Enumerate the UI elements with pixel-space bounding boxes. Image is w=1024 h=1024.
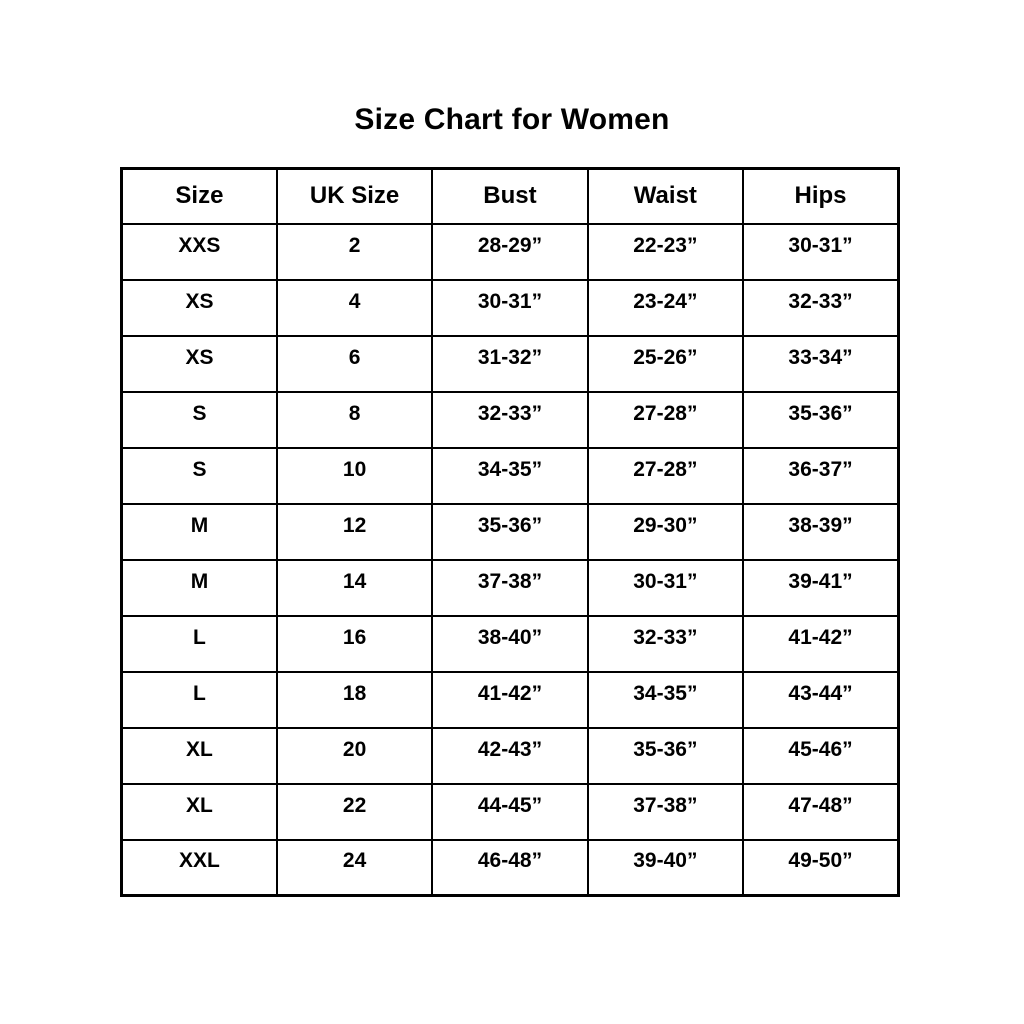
table-row: S 8 32-33” 27-28” 35-36” <box>120 390 900 449</box>
table-body: XXS 2 28-29” 22-23” 30-31” XS 4 30-31” 23-24” 32-… <box>120 222 900 897</box>
table-cell: 27-28” <box>586 390 745 449</box>
table-cell: 44-45” <box>431 782 589 841</box>
table-cell: 36-37” <box>742 446 900 505</box>
table-header-row: Size UK Size Bust Waist Hips <box>120 167 900 225</box>
table-cell: 37-38” <box>586 782 745 841</box>
table-cell: 20 <box>275 726 434 785</box>
table-cell: 30-31” <box>431 278 589 337</box>
table-cell: 35-36” <box>431 502 589 561</box>
table-row: L 16 38-40” 32-33” 41-42” <box>120 614 900 673</box>
table-cell: 28-29” <box>431 222 589 281</box>
header-cell: UK Size <box>275 167 434 225</box>
table-cell: 33-34” <box>742 334 900 393</box>
table-cell: XS <box>120 278 278 337</box>
table-cell: 22 <box>275 782 434 841</box>
table-row: XXS 2 28-29” 22-23” 30-31” <box>120 222 900 281</box>
table-cell: 14 <box>275 558 434 617</box>
table-row: XS 4 30-31” 23-24” 32-33” <box>120 278 900 337</box>
table-cell: 27-28” <box>586 446 745 505</box>
table-cell: XL <box>120 782 278 841</box>
table-row: XXL 24 46-48” 39-40” 49-50” <box>120 838 900 897</box>
table-cell: 34-35” <box>586 670 745 729</box>
header-cell: Waist <box>586 167 745 225</box>
table-cell: 39-41” <box>742 558 900 617</box>
table-cell: 38-39” <box>742 502 900 561</box>
table-cell: XXL <box>120 838 278 897</box>
table-cell: 35-36” <box>742 390 900 449</box>
table-cell: 30-31” <box>742 222 900 281</box>
table-row: S 10 34-35” 27-28” 36-37” <box>120 446 900 505</box>
table-cell: 25-26” <box>586 334 745 393</box>
table-cell: 29-30” <box>586 502 745 561</box>
table-cell: L <box>120 614 278 673</box>
table-head: Size UK Size Bust Waist Hips <box>120 167 900 225</box>
table-cell: 35-36” <box>586 726 745 785</box>
table-cell: XS <box>120 334 278 393</box>
table-cell: 32-33” <box>431 390 589 449</box>
table-cell: 45-46” <box>742 726 900 785</box>
table-cell: 34-35” <box>431 446 589 505</box>
table-cell: 46-48” <box>431 838 589 897</box>
table-cell: 39-40” <box>586 838 745 897</box>
table-cell: 30-31” <box>586 558 745 617</box>
table-cell: 42-43” <box>431 726 589 785</box>
table-row: M 14 37-38” 30-31” 39-41” <box>120 558 900 617</box>
header-cell: Bust <box>431 167 589 225</box>
table-row: XS 6 31-32” 25-26” 33-34” <box>120 334 900 393</box>
table-cell: S <box>120 446 278 505</box>
table-cell: 18 <box>275 670 434 729</box>
table-cell: 12 <box>275 502 434 561</box>
table-cell: 24 <box>275 838 434 897</box>
table-cell: 38-40” <box>431 614 589 673</box>
table-cell: M <box>120 502 278 561</box>
table-cell: 2 <box>275 222 434 281</box>
table-cell: 32-33” <box>586 614 745 673</box>
table-cell: S <box>120 390 278 449</box>
table-row: L 18 41-42” 34-35” 43-44” <box>120 670 900 729</box>
table-cell: 49-50” <box>742 838 900 897</box>
table-cell: 32-33” <box>742 278 900 337</box>
header-cell: Size <box>120 167 278 225</box>
table-cell: 16 <box>275 614 434 673</box>
table-cell: 8 <box>275 390 434 449</box>
table-cell: L <box>120 670 278 729</box>
table-cell: XXS <box>120 222 278 281</box>
table-cell: 10 <box>275 446 434 505</box>
table-cell: 23-24” <box>586 278 745 337</box>
header-cell: Hips <box>742 167 900 225</box>
size-chart-table: Size UK Size Bust Waist Hips XXS 2 28-29” 22-23… <box>120 167 900 897</box>
table-cell: 22-23” <box>586 222 745 281</box>
table-cell: 37-38” <box>431 558 589 617</box>
table-cell: 43-44” <box>742 670 900 729</box>
table-cell: XL <box>120 726 278 785</box>
table-cell: 41-42” <box>431 670 589 729</box>
table-cell: 47-48” <box>742 782 900 841</box>
table-cell: 4 <box>275 278 434 337</box>
table-row: XL 20 42-43” 35-36” 45-46” <box>120 726 900 785</box>
table-cell: M <box>120 558 278 617</box>
table-cell: 41-42” <box>742 614 900 673</box>
table-row: M 12 35-36” 29-30” 38-39” <box>120 502 900 561</box>
table-cell: 31-32” <box>431 334 589 393</box>
table-cell: 6 <box>275 334 434 393</box>
page-title: Size Chart for Women <box>354 103 670 136</box>
table-row: XL 22 44-45” 37-38” 47-48” <box>120 782 900 841</box>
